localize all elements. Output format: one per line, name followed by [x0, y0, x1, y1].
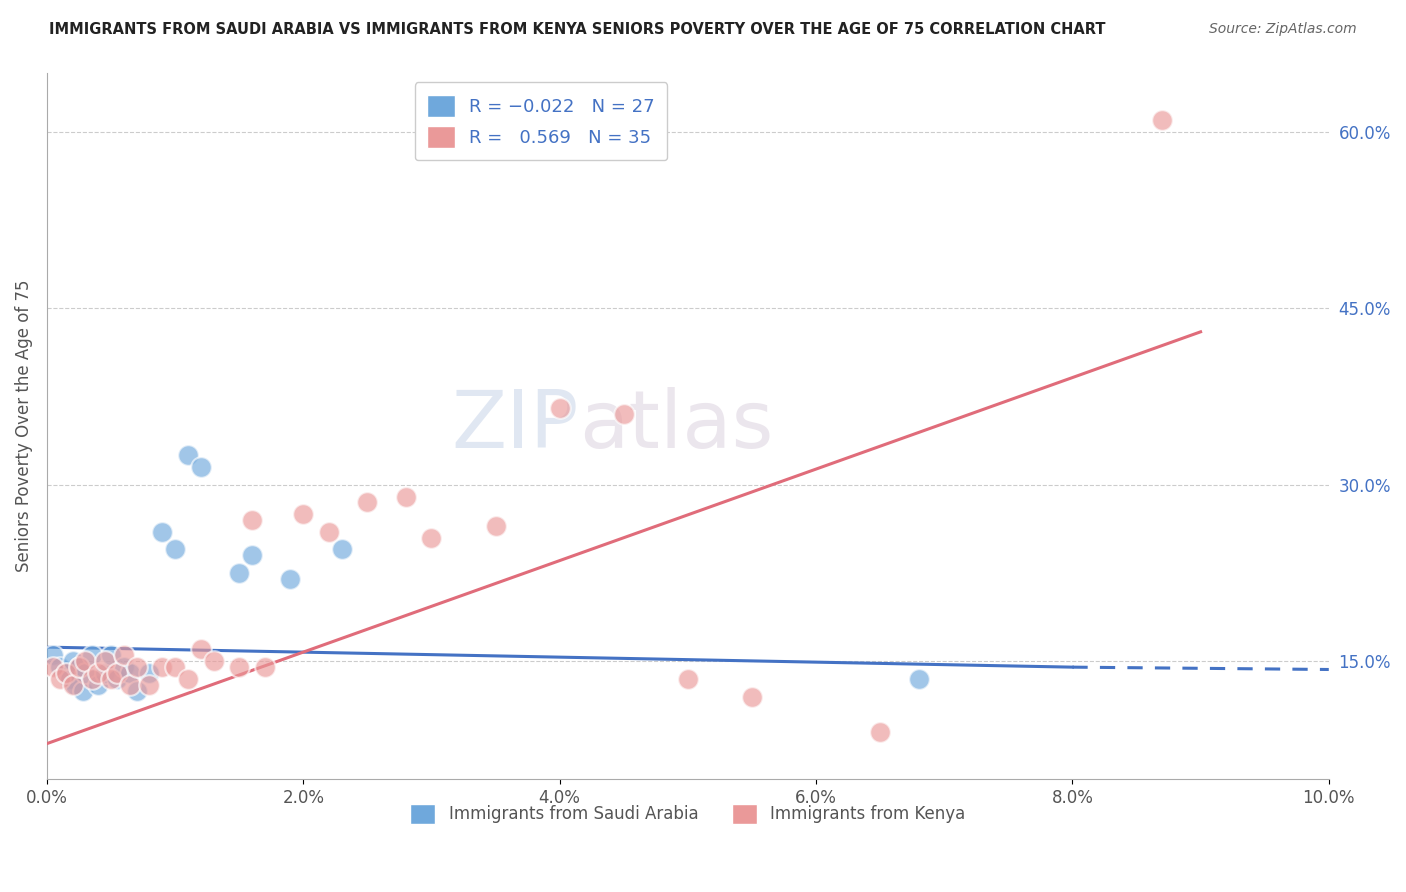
Point [138, 666, 160, 681]
Point [741, 690, 763, 704]
Point [177, 672, 200, 686]
Point [42, 648, 65, 663]
Point [150, 524, 173, 539]
Point [42, 660, 65, 674]
Point [105, 672, 128, 686]
Point [87, 678, 110, 692]
Point [240, 513, 263, 527]
Text: atlas: atlas [579, 387, 773, 465]
Point [59, 672, 82, 686]
Point [190, 642, 212, 657]
Point [869, 724, 891, 739]
Y-axis label: Seniors Poverty Over the Age of 75: Seniors Poverty Over the Age of 75 [15, 280, 32, 572]
Point [105, 666, 128, 681]
Point [55, 666, 77, 681]
Point [62, 678, 84, 692]
Point [93, 666, 115, 681]
Point [120, 666, 142, 681]
Point [228, 660, 250, 674]
Point [240, 549, 263, 563]
Point [63, 678, 86, 692]
Point [292, 507, 315, 521]
Point [112, 648, 135, 663]
Point [165, 542, 187, 557]
Point [190, 460, 212, 475]
Legend: Immigrants from Saudi Arabia, Immigrants from Kenya: Immigrants from Saudi Arabia, Immigrants… [401, 794, 976, 834]
Point [318, 524, 340, 539]
Point [395, 490, 418, 504]
Point [55, 666, 77, 681]
Point [613, 407, 636, 421]
Point [676, 672, 699, 686]
Point [228, 566, 250, 580]
Point [125, 660, 148, 674]
Point [48, 660, 70, 674]
Text: Source: ZipAtlas.com: Source: ZipAtlas.com [1209, 22, 1357, 37]
Point [330, 542, 353, 557]
Point [420, 531, 443, 545]
Point [253, 660, 276, 674]
Point [67, 660, 90, 674]
Point [72, 683, 94, 698]
Point [87, 666, 110, 681]
Point [100, 648, 122, 663]
Point [125, 683, 148, 698]
Point [120, 678, 142, 692]
Text: IMMIGRANTS FROM SAUDI ARABIA VS IMMIGRANTS FROM KENYA SENIORS POVERTY OVER THE A: IMMIGRANTS FROM SAUDI ARABIA VS IMMIGRAN… [49, 22, 1105, 37]
Point [907, 672, 929, 686]
Point [202, 654, 225, 668]
Point [280, 572, 302, 586]
Point [484, 519, 506, 533]
Point [548, 401, 571, 416]
Point [80, 672, 103, 686]
Point [177, 448, 200, 462]
Point [75, 654, 97, 668]
Point [112, 660, 135, 674]
Point [356, 495, 378, 509]
Point [100, 672, 122, 686]
Text: ZIP: ZIP [451, 387, 579, 465]
Point [165, 660, 187, 674]
Point [48, 672, 70, 686]
Point [75, 666, 97, 681]
Point [67, 660, 90, 674]
Point [1152, 113, 1174, 128]
Point [138, 678, 160, 692]
Point [62, 654, 84, 668]
Point [93, 654, 115, 668]
Point [80, 648, 103, 663]
Point [150, 660, 173, 674]
